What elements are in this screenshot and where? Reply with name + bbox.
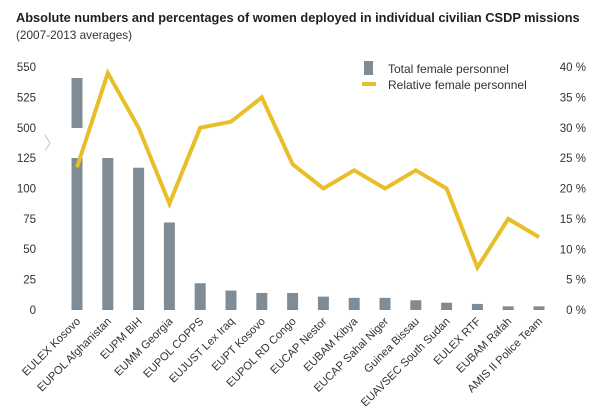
right-axis-tick-label: 10 % <box>560 244 586 256</box>
legend-label-total-female-personnel: Total female personnel <box>388 62 509 76</box>
bar-total-female-personnel <box>533 306 545 310</box>
right-axis-tick-label: 25 % <box>560 153 586 165</box>
bar-total-female-personnel <box>348 297 360 310</box>
left-axis-tick-label: 0 <box>30 305 36 317</box>
bar-total-female-personnel <box>441 302 453 310</box>
bar-total-female-personnel <box>133 167 145 310</box>
right-axis-tick-label: 0 % <box>566 305 586 317</box>
left-axis-tick-label: 500 <box>17 123 36 135</box>
bar-total-female-personnel-upper <box>71 77 83 128</box>
bar-total-female-personnel <box>256 292 268 310</box>
left-axis-tick-label: 100 <box>17 183 36 195</box>
bar-total-female-personnel <box>410 300 422 310</box>
left-axis-tick-label: 75 <box>23 214 36 226</box>
right-axis-tick-label: 15 % <box>560 214 586 226</box>
legend-swatch-total-female-personnel <box>364 61 373 75</box>
bar-total-female-personnel <box>287 292 299 310</box>
right-axis-tick-label: 40 % <box>560 62 586 74</box>
bar-total-female-personnel <box>317 296 329 310</box>
axis-break-marker <box>44 134 51 152</box>
bar-total-female-personnel <box>194 283 206 310</box>
bar-total-female-personnel <box>71 158 83 310</box>
bar-total-female-personnel <box>379 297 391 310</box>
left-axis-tick-label: 550 <box>17 62 36 74</box>
chart-title: Absolute numbers and percentages of wome… <box>16 10 580 25</box>
legend-label-relative-female-personnel: Relative female personnel <box>388 78 527 92</box>
left-axis-tick-label: 50 <box>23 244 36 256</box>
bar-total-female-personnel <box>163 222 175 310</box>
bar-total-female-personnel <box>502 306 514 310</box>
left-axis-tick-label: 525 <box>17 93 36 105</box>
chart-subtitle: (2007-2013 averages) <box>16 28 133 42</box>
line-relative-female-personnel <box>75 68 541 272</box>
right-axis-tick-label: 35 % <box>560 92 586 104</box>
right-axis-tick-label: 30 % <box>560 123 586 135</box>
left-axis-tick-label: 125 <box>17 153 36 165</box>
bar-total-female-personnel <box>225 290 237 310</box>
right-axis-tick-label: 5 % <box>566 275 586 287</box>
bar-total-female-personnel <box>102 158 114 310</box>
right-axis-tick-label: 20 % <box>560 184 586 196</box>
bar-total-female-personnel <box>471 303 483 310</box>
x-axis-category-label: EUBAM Kibya <box>302 315 361 374</box>
left-axis-tick-label: 25 <box>23 275 36 287</box>
